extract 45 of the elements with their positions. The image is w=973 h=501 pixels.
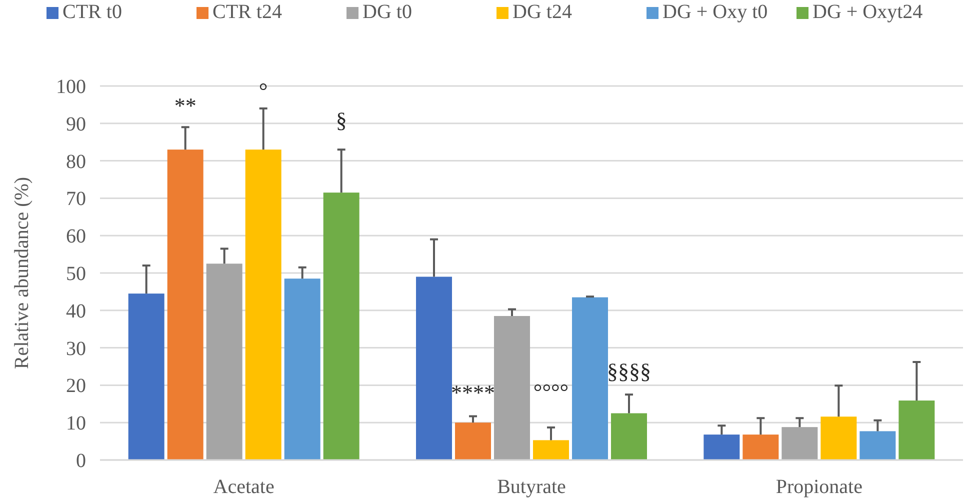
legend-label: DG + Oxyt24 xyxy=(812,1,923,23)
bar xyxy=(533,440,569,460)
bar xyxy=(128,294,164,460)
bar xyxy=(611,413,647,460)
annotation: **** xyxy=(451,380,495,405)
annotation: § xyxy=(336,107,347,132)
annotation: ** xyxy=(174,92,196,118)
bar xyxy=(820,416,857,460)
bar xyxy=(898,400,935,460)
legend-label: DG t24 xyxy=(512,1,572,23)
bar xyxy=(572,297,608,460)
y-tick-label: 70 xyxy=(66,188,86,210)
bar xyxy=(323,192,360,460)
legend-label: CTR t24 xyxy=(212,1,282,23)
bar xyxy=(860,431,896,460)
y-tick-label: 50 xyxy=(66,263,86,285)
bar xyxy=(742,434,779,460)
legend-label: CTR t0 xyxy=(62,1,122,23)
bar xyxy=(167,150,204,460)
y-tick-label: 20 xyxy=(66,375,86,398)
y-tick-label: 30 xyxy=(66,338,86,360)
y-tick-label: 0 xyxy=(76,450,86,472)
y-tick-label: 80 xyxy=(66,150,86,173)
y-tick-label: 60 xyxy=(66,226,86,248)
bar xyxy=(704,434,740,460)
y-tick-label: 10 xyxy=(66,412,86,435)
bar xyxy=(206,264,242,460)
bar xyxy=(494,316,530,460)
annotation: °°°° xyxy=(533,379,569,404)
bar xyxy=(782,427,818,460)
bar xyxy=(284,278,320,460)
y-axis-title: Relative abundance (%) xyxy=(11,176,33,370)
bar xyxy=(245,150,282,460)
annotation: §§§§ xyxy=(607,358,651,384)
x-tick-label: Propionate xyxy=(776,476,863,498)
bar xyxy=(416,276,452,460)
y-tick-label: 90 xyxy=(66,113,86,136)
bar xyxy=(455,422,491,460)
legend-label: DG + Oxy t0 xyxy=(662,1,768,23)
y-tick-label: 100 xyxy=(56,76,86,98)
y-tick-label: 40 xyxy=(66,300,86,322)
legend-label: DG t0 xyxy=(362,1,412,23)
annotation: ° xyxy=(258,78,268,104)
x-tick-label: Butyrate xyxy=(497,476,566,498)
x-tick-label: Acetate xyxy=(213,476,274,498)
